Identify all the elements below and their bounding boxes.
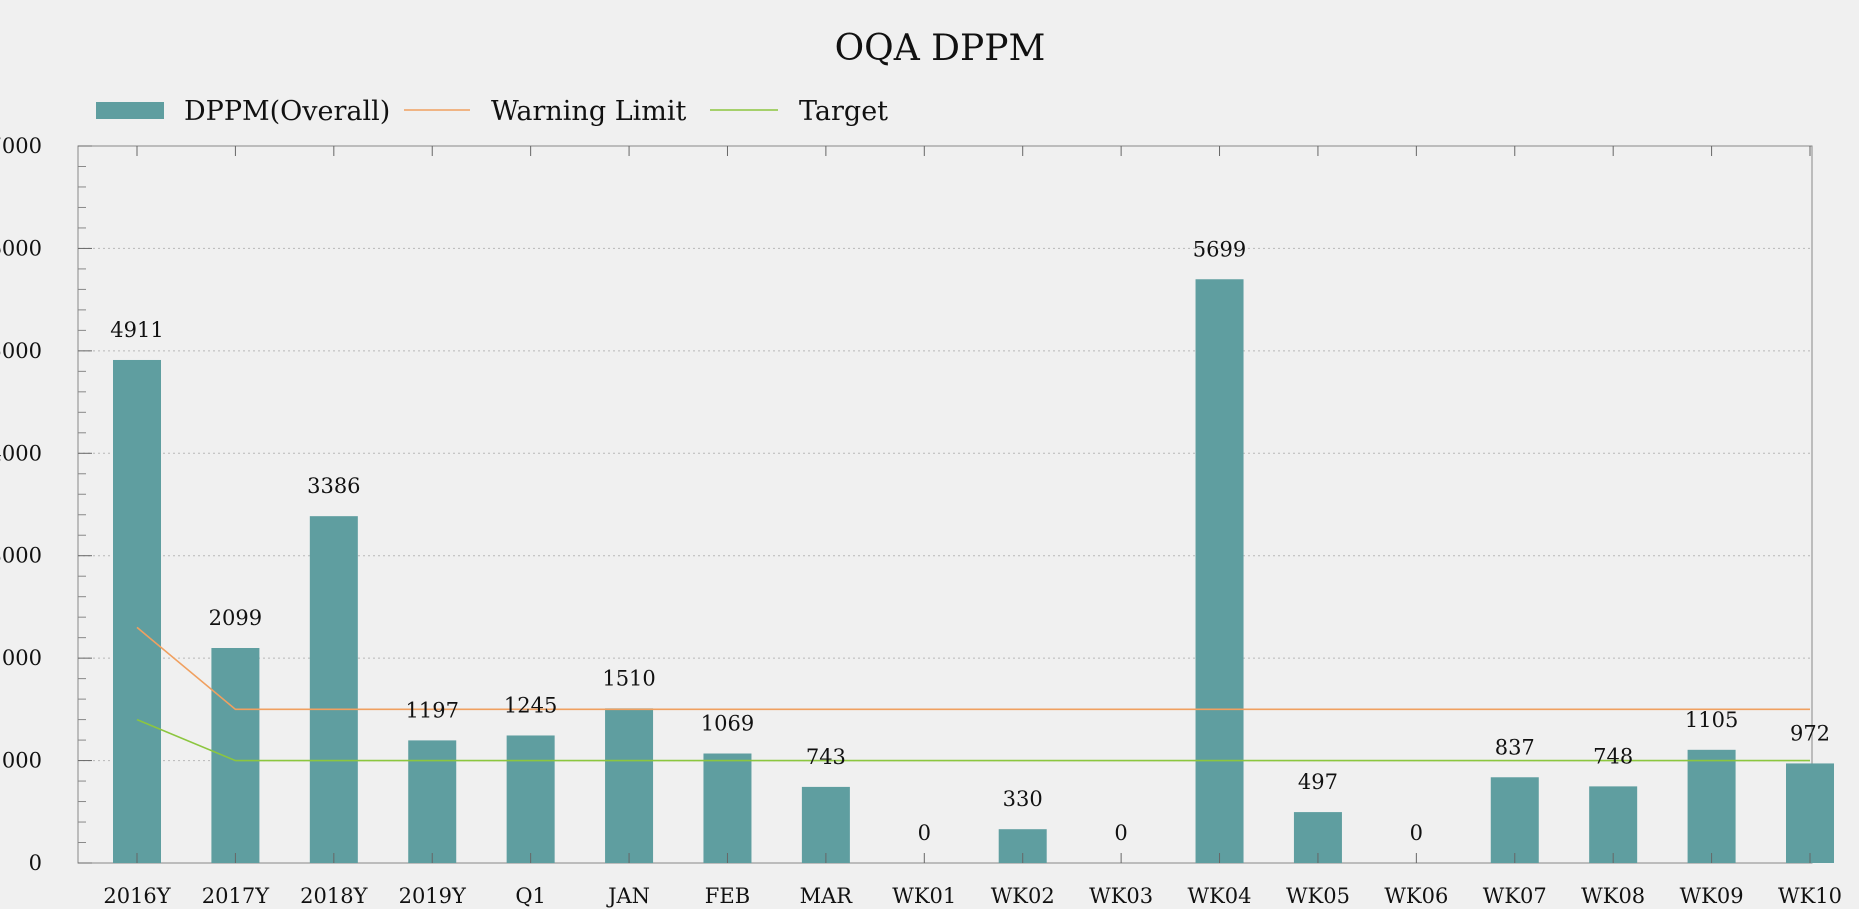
data-label: 1510	[602, 666, 655, 690]
x-tick-label: WK10	[1778, 884, 1842, 908]
data-label: 330	[1003, 787, 1043, 811]
y-tick-label: 5000	[0, 339, 42, 363]
data-label: 3386	[307, 474, 360, 498]
x-tick-label: WK05	[1286, 884, 1350, 908]
data-label: 1105	[1685, 708, 1738, 732]
legend: DPPM(Overall) Warning Limit Target	[96, 96, 888, 127]
data-label: 837	[1495, 735, 1535, 759]
x-tick-label: WK08	[1581, 884, 1645, 908]
bar	[1490, 777, 1539, 863]
x-tick-label: 2019Y	[399, 884, 467, 908]
x-tick-label: Q1	[515, 884, 546, 908]
legend-label: Warning Limit	[491, 96, 686, 127]
data-label: 4911	[110, 318, 163, 342]
plot-frame	[77, 145, 1813, 864]
data-label: 0	[1410, 821, 1423, 845]
data-label: 2099	[209, 606, 262, 630]
bar	[1589, 786, 1638, 863]
bar	[1687, 749, 1736, 863]
y-tick-label: 1000	[0, 749, 42, 773]
x-tick-label: WK02	[991, 884, 1055, 908]
bar	[801, 786, 850, 863]
data-label: 0	[1114, 821, 1127, 845]
data-label: 743	[806, 745, 846, 769]
x-tick-label: 2016Y	[103, 884, 171, 908]
x-tick-label: WK06	[1384, 884, 1448, 908]
x-tick-label: WK07	[1483, 884, 1547, 908]
bar	[211, 648, 260, 863]
x-tick-label: 2018Y	[300, 884, 368, 908]
series-line	[136, 718, 1810, 762]
bar	[408, 740, 457, 863]
chart-title: OQA DPPM	[835, 28, 1046, 69]
y-tick-label: 4000	[0, 441, 42, 465]
data-label: 0	[918, 821, 931, 845]
legend-swatch	[96, 102, 164, 119]
bar	[1195, 279, 1244, 863]
x-tick-label: WK01	[892, 884, 956, 908]
data-label: 497	[1298, 770, 1338, 794]
bar	[605, 708, 654, 863]
data-label: 748	[1593, 744, 1633, 768]
bar	[1786, 763, 1834, 863]
y-tick-label: 7000	[0, 134, 42, 158]
bar	[703, 753, 752, 863]
series-line	[136, 626, 1810, 711]
y-tick-label: 6000	[0, 236, 42, 260]
x-tick-label: JAN	[606, 884, 650, 908]
legend-label: Target	[799, 96, 888, 127]
bar	[506, 735, 555, 863]
bar	[113, 359, 161, 863]
x-tick-label: MAR	[800, 884, 854, 908]
y-tick-label: 2000	[0, 646, 42, 670]
bar	[309, 516, 358, 863]
x-tick-label: WK09	[1680, 884, 1744, 908]
plot-area: 0 1000 2000 3000 4000 5000 6000 7000 4911 2099 338…	[0, 134, 1842, 908]
x-tick-label: FEB	[705, 884, 750, 908]
y-tick-label: 0	[29, 851, 42, 875]
x-tick-label: 2017Y	[202, 884, 270, 908]
y-tick-label: 3000	[0, 544, 42, 568]
x-tick-label: WK03	[1089, 884, 1153, 908]
data-label: 972	[1790, 721, 1830, 745]
data-label: 5699	[1193, 237, 1246, 261]
data-label: 1245	[504, 693, 557, 717]
data-label: 1069	[701, 712, 754, 736]
data-label: 1197	[406, 698, 459, 722]
legend-label: DPPM(Overall)	[184, 96, 390, 127]
x-tick-label: WK04	[1188, 884, 1252, 908]
